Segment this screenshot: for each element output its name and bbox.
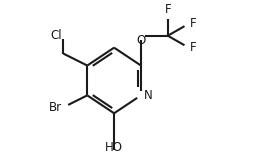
Text: F: F (190, 41, 197, 54)
Text: Cl: Cl (50, 29, 62, 42)
Text: HO: HO (105, 140, 123, 154)
Text: F: F (164, 3, 171, 16)
Text: Br: Br (49, 101, 62, 114)
Text: F: F (190, 17, 197, 30)
Text: O: O (136, 34, 145, 47)
Text: N: N (144, 89, 153, 102)
